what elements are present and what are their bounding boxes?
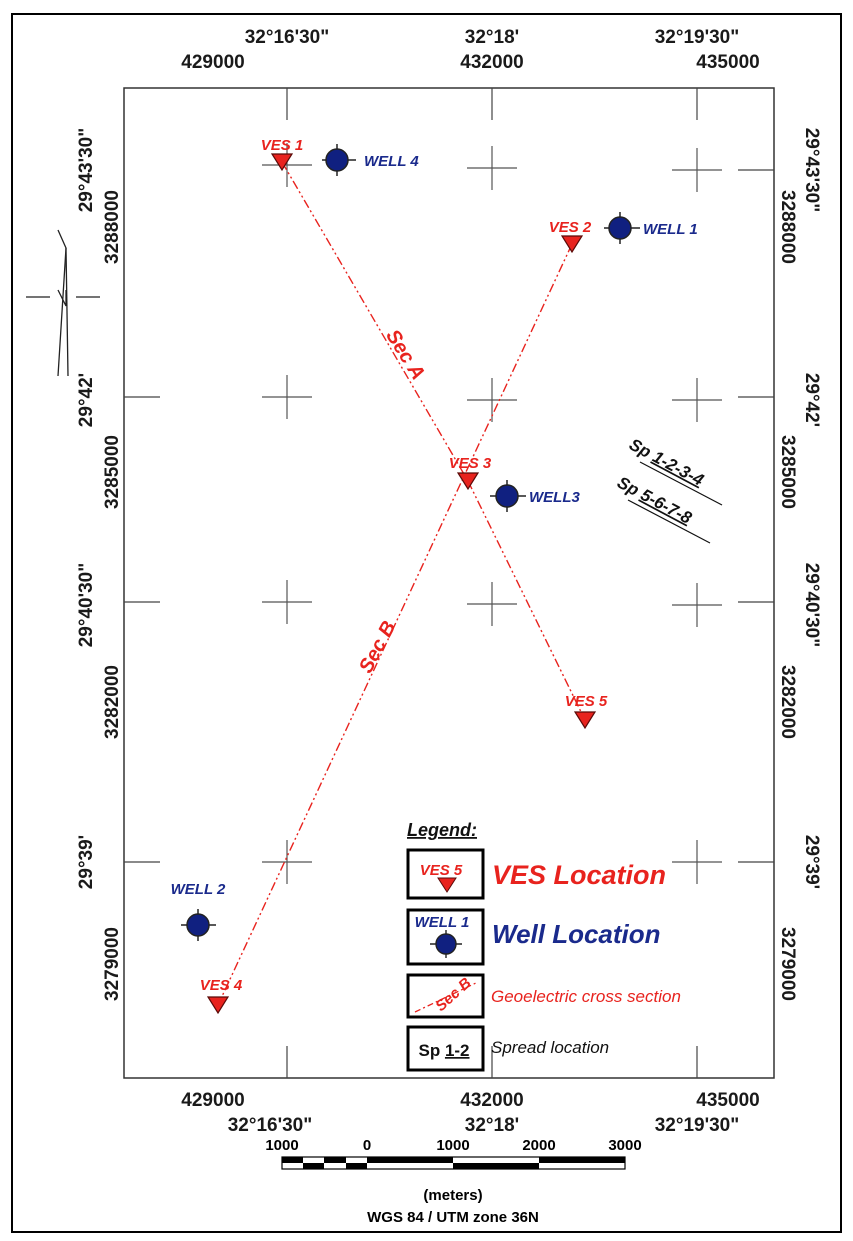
scale-label-1: 0 (363, 1137, 371, 1154)
ves-4-label: VES 4 (200, 977, 243, 994)
well-markers (181, 144, 640, 941)
sec-b-line (217, 243, 573, 1006)
bottom-dms-2: 32°18' (465, 1115, 519, 1136)
left-utm-2: 3285000 (102, 435, 123, 509)
bottom-utm-2: 432000 (460, 1090, 523, 1111)
ves-2-label: VES 2 (549, 219, 592, 236)
ves-3-label: VES 3 (449, 455, 492, 472)
left-dms-4: 29°39' (76, 835, 97, 889)
scale-label-2: 1000 (436, 1137, 469, 1154)
well-3-label: WELL3 (529, 489, 580, 506)
spread-underline-1 (639, 461, 723, 506)
legend-title: Legend: (407, 820, 477, 840)
well-2-marker (181, 909, 216, 941)
edge-ticks (124, 88, 774, 1078)
spread-underline-2 (627, 499, 711, 544)
scale-label-3: 2000 (522, 1137, 555, 1154)
top-utm-2: 432000 (460, 52, 523, 73)
bottom-utm-1: 429000 (181, 1090, 244, 1111)
left-dms-1: 29°43'30" (76, 128, 97, 213)
right-dms-2: 29°42' (801, 373, 822, 427)
legend-ves-text: VES Location (492, 860, 666, 890)
right-dms-1: 29°43'30" (801, 128, 822, 213)
well-2-label: WELL 2 (171, 881, 226, 898)
well-1-label: WELL 1 (643, 221, 698, 238)
section-lines (217, 161, 586, 1006)
left-utm-3: 3282000 (102, 665, 123, 739)
scale-bar: 1000 0 1000 2000 3000 (meters) WGS 84 / … (265, 1137, 641, 1226)
legend-sec-box (406, 973, 485, 1019)
scale-label-4: 3000 (608, 1137, 641, 1154)
legend: Legend: VES 5 VES Location WELL 1 Well L… (406, 820, 681, 1072)
right-utm-4: 3279000 (777, 927, 798, 1001)
scale-label-0: 1000 (265, 1137, 298, 1154)
legend-well-text: Well Location (492, 919, 661, 949)
legend-ves-sample: VES 5 (420, 862, 463, 879)
well-1-marker (604, 212, 640, 244)
legend-sp-box (406, 1025, 485, 1072)
right-utm-2: 3285000 (777, 435, 798, 509)
top-dms-3: 32°19'30" (655, 27, 740, 48)
ves-5-label: VES 5 (565, 693, 608, 710)
bottom-dms-1: 32°16'30" (228, 1115, 313, 1136)
legend-ves-marker (437, 877, 457, 893)
ves-4-marker (206, 996, 230, 1015)
scale-units: (meters) (423, 1187, 482, 1204)
top-dms-2: 32°18' (465, 27, 519, 48)
legend-well-marker (430, 930, 462, 958)
right-utm-1: 3288000 (777, 190, 798, 264)
ves-3-marker (456, 472, 480, 491)
well-4-marker (322, 144, 356, 176)
bottom-utm-3: 435000 (696, 1090, 759, 1111)
left-utm-4: 3279000 (102, 927, 123, 1001)
ves-1-label: VES 1 (261, 137, 304, 154)
well-3-marker (490, 480, 526, 512)
legend-sp-sample: Sp 1-2 (418, 1041, 469, 1060)
sec-a-line-ext (467, 480, 586, 721)
projection-label: WGS 84 / UTM zone 36N (367, 1209, 539, 1226)
north-arrow-icon (26, 229, 100, 377)
left-utm-1: 3288000 (102, 190, 123, 264)
top-utm-3: 435000 (696, 52, 759, 73)
right-dms-4: 29°39' (801, 835, 822, 889)
legend-well-sample: WELL 1 (415, 914, 470, 931)
ves-1-marker (270, 153, 294, 172)
legend-sec-line (414, 981, 479, 1013)
sec-a-line (281, 161, 469, 482)
right-utm-3: 3282000 (777, 665, 798, 739)
legend-sp-text: Spread location (491, 1038, 609, 1057)
ves-markers (206, 153, 597, 1015)
left-dms-2: 29°42' (76, 373, 97, 427)
ves-2-marker (560, 235, 584, 254)
left-dms-3: 29°40'30" (76, 563, 97, 648)
top-utm-1: 429000 (181, 52, 244, 73)
well-4-label: WELL 4 (364, 153, 419, 170)
legend-sec-text: Geoelectric cross section (491, 987, 681, 1006)
bottom-dms-3: 32°19'30" (655, 1115, 740, 1136)
right-dms-3: 29°40'30" (801, 563, 822, 648)
ves-5-marker (573, 711, 597, 730)
graticule-crosses (262, 143, 722, 884)
top-dms-1: 32°16'30" (245, 27, 330, 48)
